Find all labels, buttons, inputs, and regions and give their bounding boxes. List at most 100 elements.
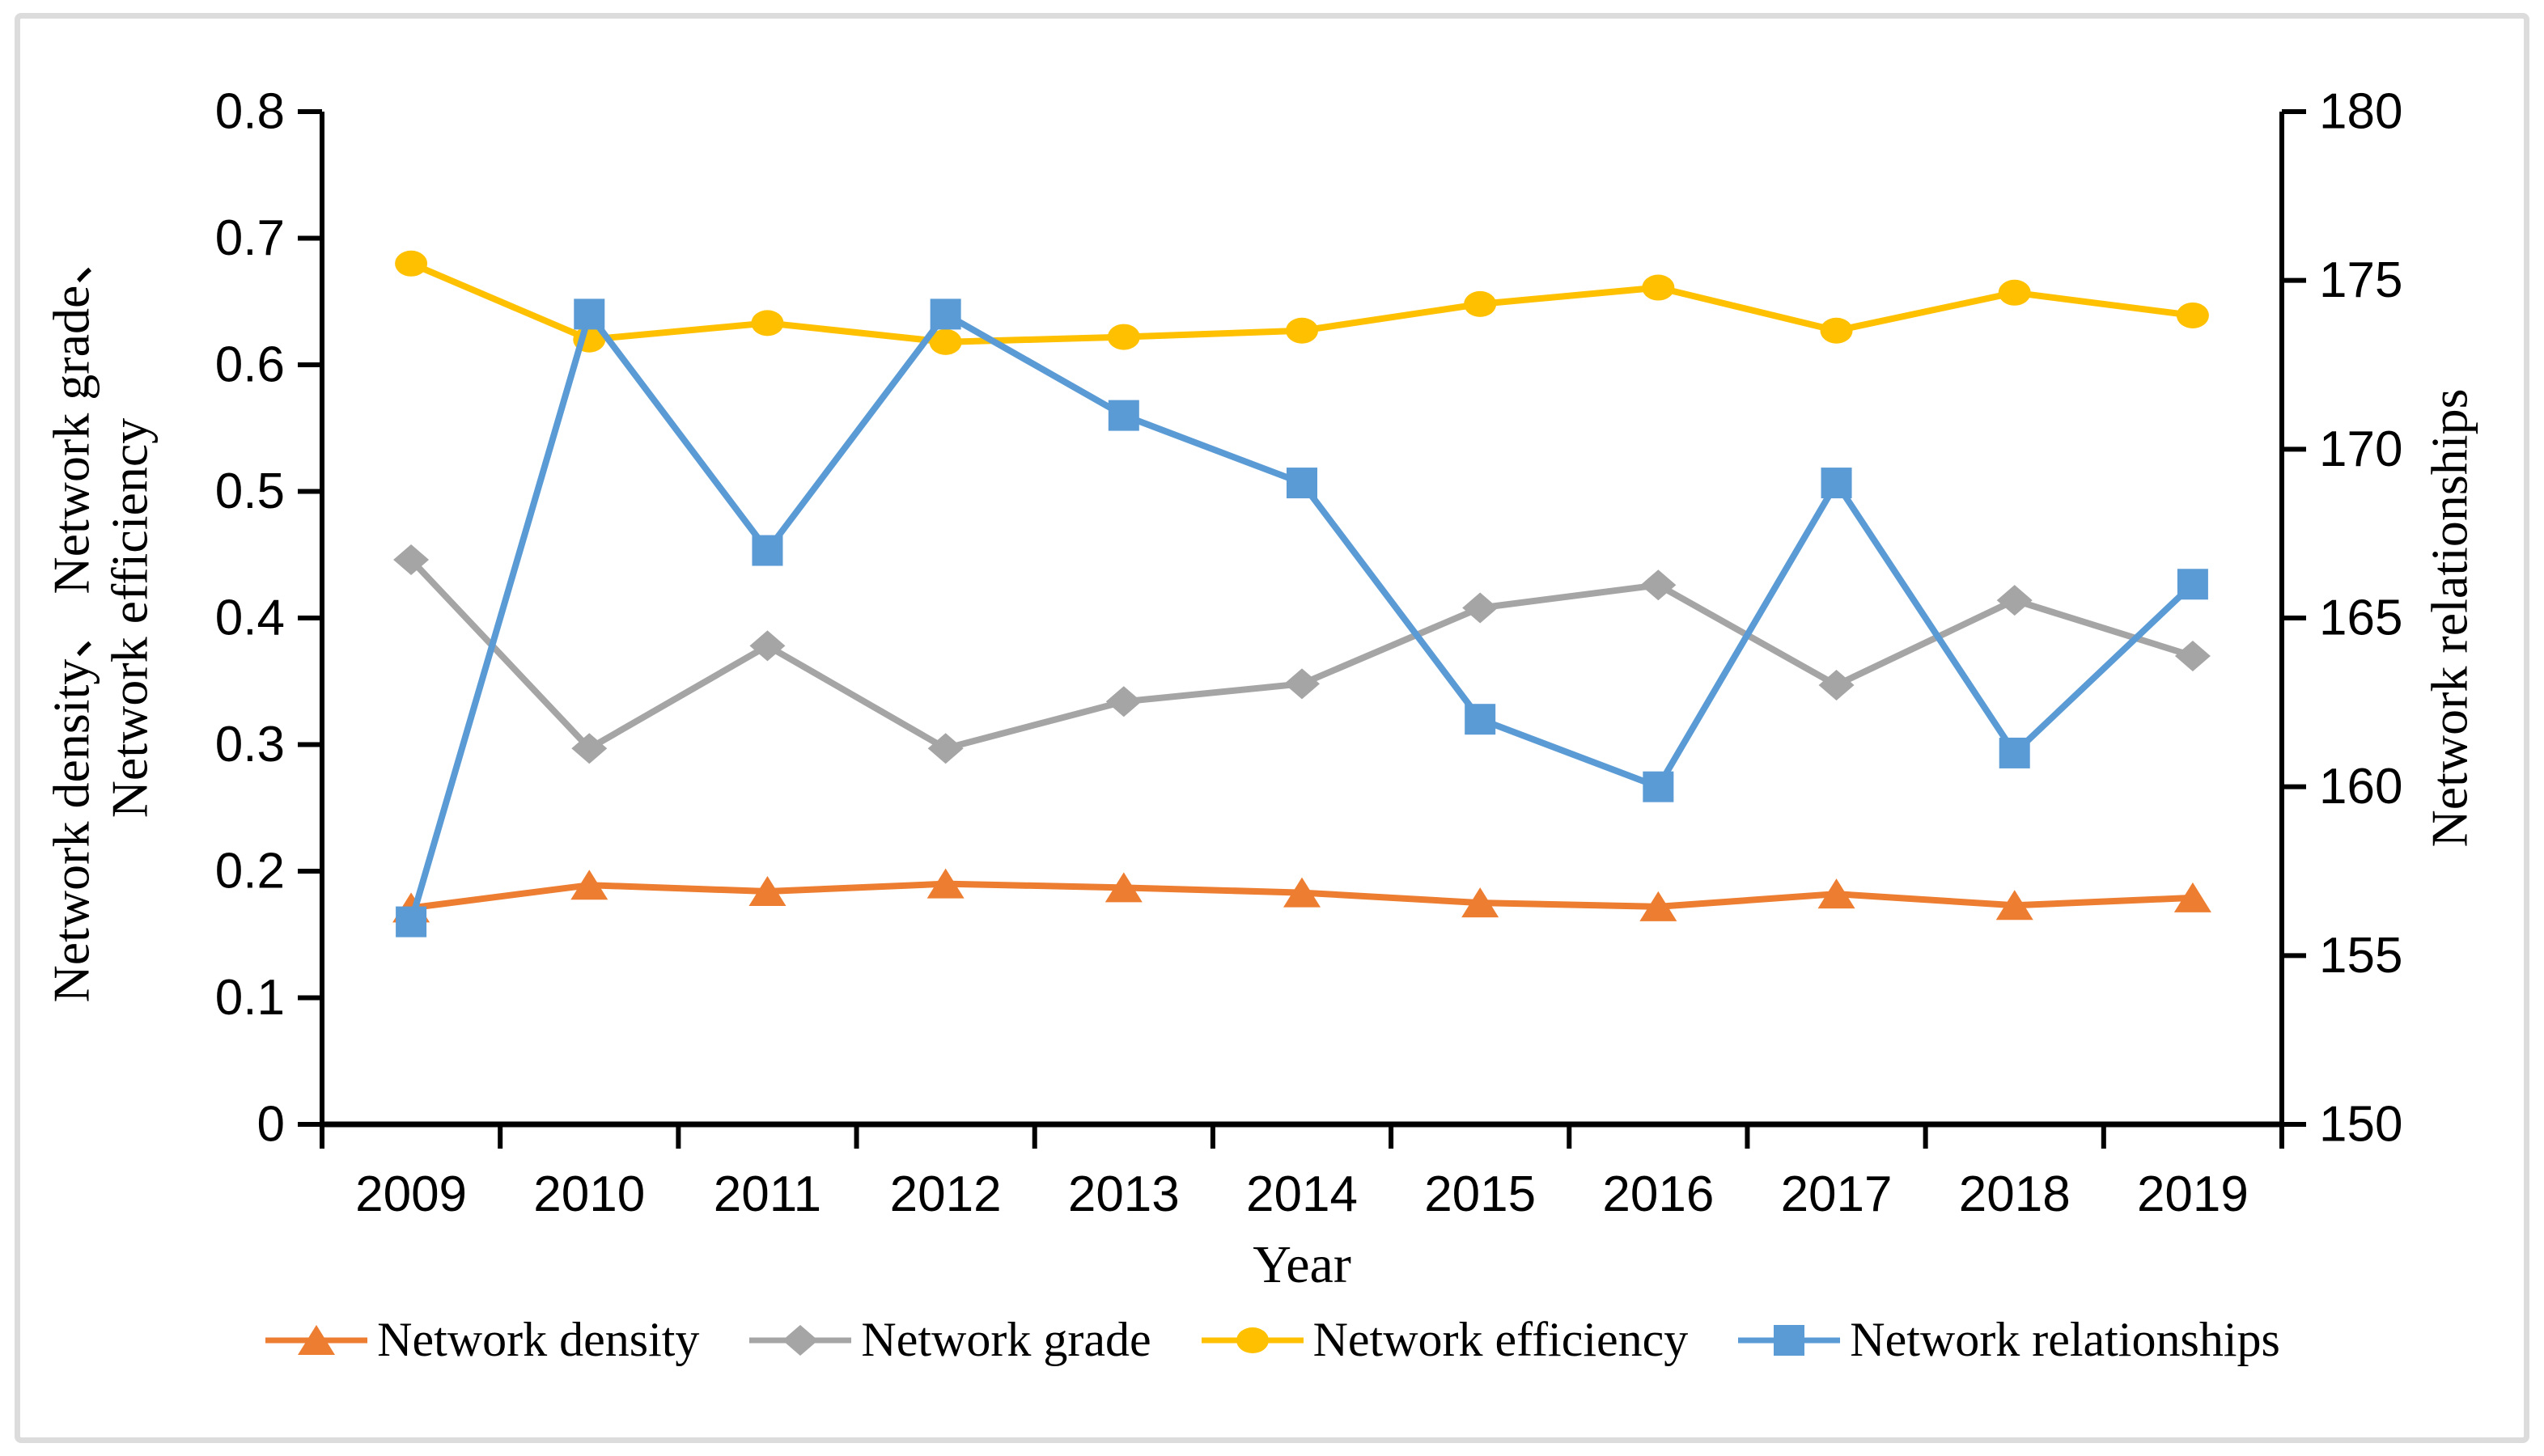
series-layer bbox=[392, 250, 2211, 938]
network-density-marker bbox=[926, 868, 965, 899]
right-axis-tick-label: 155 bbox=[2319, 928, 2402, 984]
network-relationships-marker bbox=[752, 535, 783, 566]
network-efficiency-legend-marker-icon bbox=[1201, 1327, 1304, 1353]
right-axis-tick-label: 175 bbox=[2319, 252, 2402, 308]
legend-item-network-efficiency: Network efficiency bbox=[1200, 1312, 1689, 1368]
network-density-marker bbox=[1639, 891, 1677, 921]
network-density-marker bbox=[1995, 890, 2033, 921]
legend-item-network-grade: Network grade bbox=[748, 1312, 1151, 1368]
x-axis-tick-label: 2012 bbox=[890, 1166, 1002, 1222]
network-grade-marker bbox=[2174, 640, 2211, 671]
right-axis-title: Network relationships bbox=[2421, 389, 2478, 848]
axes-layer bbox=[298, 109, 2306, 1149]
network-grade-marker bbox=[749, 630, 786, 662]
network-grade-marker bbox=[571, 733, 608, 764]
x-axis-tick-label: 2016 bbox=[1602, 1166, 1714, 1222]
series-network-relationships bbox=[396, 298, 2208, 938]
legend-item-network-relationships: Network relationships bbox=[1736, 1312, 2280, 1368]
network-efficiency-marker bbox=[1998, 279, 2031, 306]
legend-label-network-density: Network density bbox=[377, 1313, 700, 1366]
tick-label-layer: 0 0.1 0.2 0.3 0.4 0.5 0.6 0.7 0.8 150 155 160 165 170… bbox=[215, 84, 2403, 1223]
network-grade-marker bbox=[1105, 686, 1142, 717]
legend-label-network-efficiency: Network efficiency bbox=[1312, 1313, 1689, 1366]
network-efficiency-marker bbox=[751, 310, 784, 336]
x-axis-title: Year bbox=[1253, 1235, 1351, 1294]
x-axis-tick-label: 2010 bbox=[533, 1166, 645, 1222]
network-relationships-marker bbox=[1821, 468, 1852, 499]
network-efficiency-marker bbox=[929, 328, 962, 355]
network-relationships-marker bbox=[574, 298, 605, 330]
x-axis-tick-label: 2018 bbox=[1959, 1166, 2071, 1222]
legend: Network density Network grade Network effi… bbox=[0, 1312, 2544, 1368]
network-relationships-marker bbox=[930, 298, 961, 330]
x-axis-tick-label: 2019 bbox=[2137, 1166, 2249, 1222]
left-axis-tick-label: 0.5 bbox=[215, 463, 285, 519]
network-grade-marker bbox=[393, 544, 430, 576]
network-relationships-marker bbox=[1108, 400, 1139, 431]
left-axis-title-line1: Network density、 Network grade、 bbox=[43, 234, 100, 1003]
left-axis-tick-label: 0.2 bbox=[215, 844, 285, 899]
network-efficiency-marker bbox=[1642, 274, 1675, 301]
network-relationships-line bbox=[408, 307, 2195, 923]
network-density-marker bbox=[2173, 882, 2211, 912]
network-grade-legend-marker-icon bbox=[749, 1324, 852, 1356]
right-axis-tick-label: 150 bbox=[2319, 1097, 2402, 1153]
network-relationships-marker bbox=[1999, 737, 2030, 768]
network-grade-marker bbox=[1284, 668, 1320, 700]
network-density-marker bbox=[570, 870, 608, 900]
network-density-marker bbox=[1817, 878, 1855, 909]
network-density-legend-marker-icon bbox=[265, 1324, 368, 1355]
network-efficiency-marker bbox=[1464, 290, 1497, 317]
network-efficiency-marker bbox=[2176, 302, 2209, 328]
network-density-marker bbox=[1283, 877, 1321, 908]
network-relationships-marker bbox=[396, 906, 427, 938]
network-efficiency-marker bbox=[395, 250, 428, 277]
network-density-legend-marker bbox=[298, 1324, 336, 1355]
network-grade-legend-marker bbox=[782, 1324, 819, 1356]
network-efficiency-legend-marker bbox=[1236, 1327, 1269, 1353]
network-relationships-marker bbox=[1287, 468, 1317, 499]
network-grade-line bbox=[409, 557, 2194, 753]
x-axis-tick-label: 2017 bbox=[1781, 1166, 1893, 1222]
right-axis-tick-label: 180 bbox=[2319, 84, 2402, 140]
x-axis-tick-label: 2015 bbox=[1424, 1166, 1536, 1222]
network-efficiency-marker bbox=[1820, 317, 1853, 344]
series-network-grade bbox=[393, 544, 2211, 764]
right-axis-tick-label: 160 bbox=[2319, 759, 2402, 815]
left-axis-tick-label: 0.7 bbox=[215, 210, 285, 266]
left-axis-tick-label: 0.6 bbox=[215, 337, 285, 393]
network-relationships-legend-marker-icon bbox=[1738, 1324, 1841, 1356]
legend-label-network-relationships: Network relationships bbox=[1850, 1313, 2280, 1366]
network-relationships-marker bbox=[1643, 771, 1674, 802]
network-grade-marker bbox=[1462, 592, 1499, 624]
x-axis-tick-label: 2013 bbox=[1068, 1166, 1180, 1222]
x-axis-tick-label: 2009 bbox=[355, 1166, 467, 1222]
left-axis-title-line2: Network efficiency bbox=[101, 418, 159, 819]
network-relationships-legend-marker bbox=[1774, 1324, 1805, 1356]
legend-label-network-grade: Network grade bbox=[861, 1313, 1151, 1366]
series-network-density bbox=[392, 868, 2211, 923]
right-axis-tick-label: 170 bbox=[2319, 421, 2402, 477]
network-relationships-marker bbox=[2177, 569, 2208, 600]
network-density-marker bbox=[1461, 887, 1499, 918]
network-density-marker bbox=[748, 876, 787, 907]
network-efficiency-marker bbox=[1107, 324, 1140, 350]
network-grade-marker bbox=[1818, 669, 1855, 700]
network-grade-marker bbox=[927, 733, 964, 764]
left-axis-tick-label: 0 bbox=[257, 1097, 285, 1153]
right-axis-tick-label: 165 bbox=[2319, 590, 2402, 646]
left-axis-tick-label: 0.8 bbox=[215, 84, 285, 140]
left-axis-tick-label: 0.4 bbox=[215, 590, 285, 646]
left-axis-tick-label: 0.3 bbox=[215, 717, 285, 772]
network-grade-marker bbox=[1996, 585, 2033, 616]
x-axis-tick-label: 2014 bbox=[1246, 1166, 1358, 1222]
network-grade-marker bbox=[1640, 569, 1677, 601]
titles-layer: Network density、 Network grade、 Network … bbox=[43, 234, 2478, 1294]
network-efficiency-marker bbox=[1286, 317, 1318, 344]
x-axis-tick-label: 2011 bbox=[714, 1166, 821, 1222]
network-density-marker bbox=[1105, 872, 1143, 903]
legend-item-network-density: Network density bbox=[264, 1312, 699, 1368]
series-network-efficiency bbox=[395, 250, 2209, 355]
network-relationships-marker bbox=[1465, 704, 1496, 735]
